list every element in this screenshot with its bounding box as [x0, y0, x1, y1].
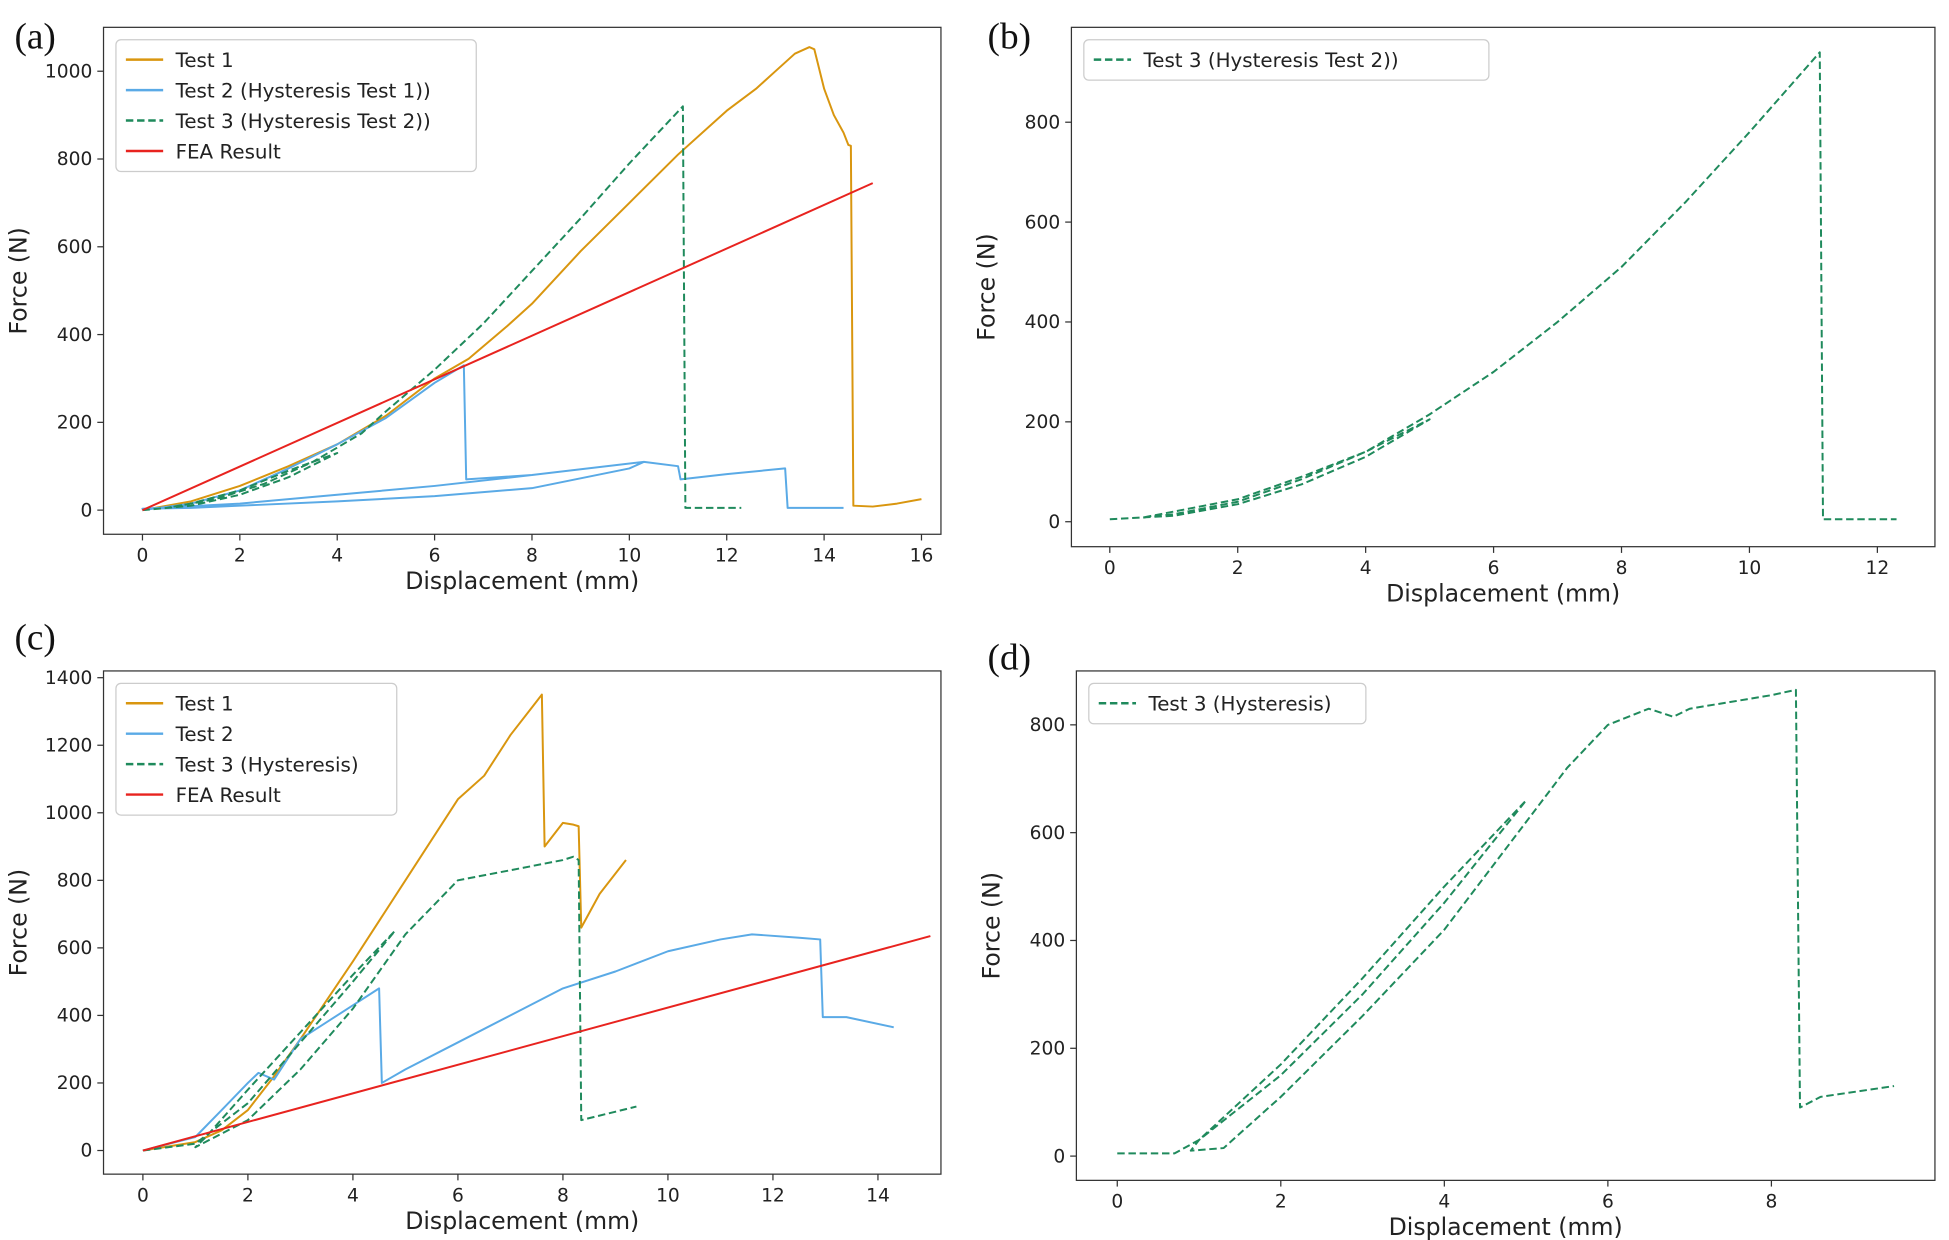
x-axis-label: Displacement (mm) — [1386, 579, 1620, 607]
legend-box — [115, 682, 398, 816]
y-tick-label: 0 — [1048, 512, 1060, 533]
y-tick-label: 200 — [57, 1073, 93, 1094]
x-tick-label: 6 — [452, 1185, 464, 1206]
panel-label: (d) — [988, 638, 1031, 679]
y-tick-label: 0 — [80, 500, 92, 521]
legend-entry: Test 3 (Hysteresis) — [1147, 693, 1331, 716]
legend: Test 3 (Hysteresis) — [1088, 682, 1367, 725]
legend-entry: Test 2 — [175, 723, 234, 746]
y-tick-label: 400 — [57, 1006, 93, 1027]
legend-box — [1083, 39, 1490, 81]
legend: Test 1 Test 2 Test 3 (Hysteresis) FEA Resul… — [115, 682, 398, 816]
y-axis-label: Force (N) — [4, 227, 32, 334]
x-tick-label: 10 — [1738, 558, 1762, 579]
x-tick-label: 8 — [557, 1185, 569, 1206]
x-tick-label: 0 — [137, 546, 149, 567]
legend-entry: Test 1 — [175, 693, 234, 716]
x-tick-label: 8 — [526, 546, 538, 567]
x-tick-label: 2 — [1232, 558, 1244, 579]
x-tick-label: 2 — [242, 1185, 254, 1206]
legend-entry: Test 1 — [175, 49, 234, 72]
y-tick-label: 200 — [1025, 412, 1061, 433]
plot-area — [1075, 670, 1936, 1181]
x-tick-label: 0 — [1104, 558, 1116, 579]
y-tick-label: 400 — [57, 325, 93, 346]
x-tick-label: 6 — [1602, 1192, 1614, 1213]
x-tick-label: 14 — [866, 1185, 890, 1206]
legend-entry: Test 2 (Hysteresis Test 1)) — [175, 80, 431, 103]
y-tick-label: 800 — [57, 871, 93, 892]
x-axis-label: Displacement (mm) — [405, 1207, 639, 1235]
legend: Test 3 (Hysteresis Test 2)) — [1083, 39, 1490, 81]
y-tick-label: 1000 — [45, 61, 92, 82]
legend-box — [1088, 682, 1367, 725]
x-tick-label: 12 — [1866, 558, 1890, 579]
y-tick-label: 600 — [57, 938, 93, 959]
legend-box — [115, 39, 477, 173]
x-tick-label: 2 — [234, 546, 246, 567]
y-axis-label: Force (N) — [977, 872, 1005, 979]
x-tick-label: 12 — [715, 546, 739, 567]
legend-entry: Test 3 (Hysteresis) — [175, 754, 359, 777]
series-line-test3 — [1109, 51, 1897, 521]
series-line-test2 — [142, 933, 894, 1152]
y-tick-label: 800 — [57, 149, 93, 170]
series-line-test3 — [142, 855, 637, 1152]
legend-entry: FEA Result — [176, 140, 281, 163]
x-tick-label: 10 — [617, 546, 641, 567]
y-tick-label: 600 — [57, 237, 93, 258]
x-tick-label: 2 — [1275, 1192, 1287, 1213]
chart-panel-1: (a) 0 2 4 6 8 10 12 14 16 0 200 400 600 800 1000 Displac… — [4, 16, 942, 595]
series-line-test3 — [1117, 688, 1895, 1155]
x-tick-label: 0 — [137, 1185, 149, 1206]
legend-entry: Test 3 (Hysteresis Test 2)) — [175, 110, 431, 133]
y-axis-label: Force (N) — [4, 869, 32, 976]
series-line-fea — [142, 935, 931, 1152]
y-axis-label: Force (N) — [972, 233, 1000, 340]
legend-entry: FEA Result — [176, 784, 281, 807]
y-tick-label: 800 — [1025, 112, 1061, 133]
x-tick-label: 6 — [1488, 558, 1500, 579]
x-tick-label: 4 — [331, 546, 343, 567]
x-axis-label: Displacement (mm) — [1389, 1213, 1623, 1240]
x-tick-label: 12 — [761, 1185, 785, 1206]
x-tick-label: 4 — [347, 1185, 359, 1206]
y-tick-label: 0 — [1053, 1146, 1065, 1167]
x-axis-label: Displacement (mm) — [405, 567, 639, 595]
y-tick-label: 1200 — [45, 735, 92, 756]
x-tick-label: 14 — [812, 546, 836, 567]
y-tick-label: 600 — [1025, 212, 1061, 233]
y-tick-label: 200 — [1030, 1039, 1066, 1060]
series-line-fea — [142, 182, 874, 512]
y-tick-label: 400 — [1025, 312, 1061, 333]
chart-panel-2: (b) 0 2 4 6 8 10 12 0 200 400 600 800 Displacement (m… — [972, 16, 1936, 607]
x-tick-label: 8 — [1765, 1192, 1777, 1213]
y-tick-label: 200 — [57, 413, 93, 434]
panel-label: (b) — [988, 16, 1031, 57]
y-tick-label: 600 — [1030, 823, 1066, 844]
panel-label: (c) — [14, 618, 55, 659]
x-tick-label: 0 — [1111, 1192, 1123, 1213]
x-tick-label: 10 — [656, 1185, 680, 1206]
y-tick-label: 1400 — [45, 668, 92, 689]
legend-entry: Test 3 (Hysteresis Test 2)) — [1142, 49, 1398, 72]
y-tick-label: 1000 — [45, 803, 92, 824]
x-tick-label: 4 — [1360, 558, 1372, 579]
chart-panel-3: (c) 0 2 4 6 8 10 12 14 0 200 400 600 800 1000 1200 1400 D… — [4, 618, 942, 1235]
x-tick-label: 6 — [429, 546, 441, 567]
y-tick-label: 400 — [1030, 931, 1066, 952]
y-tick-label: 0 — [80, 1141, 92, 1162]
panel-label: (a) — [14, 16, 55, 57]
y-tick-label: 800 — [1030, 715, 1066, 736]
chart-panel-4: (d) 0 2 4 6 8 0 200 400 600 800 Displacement (mm) Fo… — [977, 638, 1936, 1240]
plot-area — [1070, 26, 1936, 548]
x-tick-label: 8 — [1616, 558, 1628, 579]
series-line-test1 — [142, 693, 627, 1152]
legend: Test 1 Test 2 (Hysteresis Test 1)) Test 3 … — [115, 39, 477, 173]
x-tick-label: 16 — [910, 546, 934, 567]
x-tick-label: 4 — [1438, 1192, 1450, 1213]
